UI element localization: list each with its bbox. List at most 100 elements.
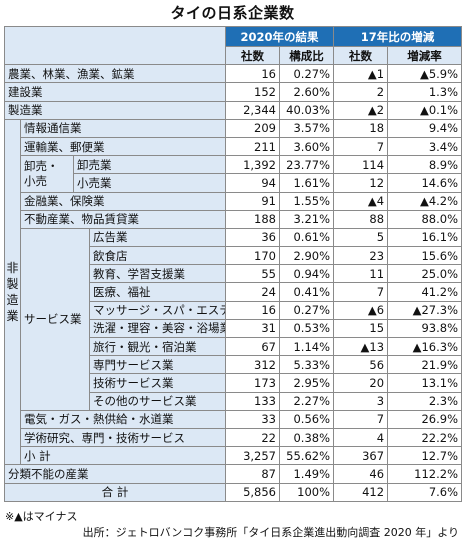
cell-count: 87 [225, 464, 280, 484]
cell-ratio: 2.60% [278, 82, 335, 102]
row-label: 卸売業 [73, 155, 226, 175]
cell-ratio: 0.53% [278, 318, 335, 339]
cell-diff: 18 [333, 118, 389, 138]
cell-ratio: 3.60% [278, 136, 335, 157]
cell-diff: ▲13 [333, 336, 389, 357]
cell-rate: 25.0% [387, 264, 463, 284]
cell-rate: ▲16.3% [387, 336, 463, 357]
cell-ratio: 0.61% [278, 227, 335, 248]
cell-rate: ▲0.1% [387, 100, 463, 120]
cell-diff: ▲1 [333, 64, 389, 84]
table-row: 運輸業、郵便業 211 3.60% 7 3.4% [5, 136, 463, 157]
group-service: サービス業 [20, 227, 90, 411]
table-row: 電気・ガス・熱供給・水道業 33 0.56% 7 26.9% [5, 409, 463, 429]
cell-rate: 7.6% [387, 482, 463, 502]
cell-diff: 7 [333, 136, 389, 157]
cell-count: 36 [225, 227, 280, 248]
group-trade: 卸売・ 小売 [20, 155, 74, 193]
cell-count: 94 [225, 173, 280, 193]
cell-count: 16 [225, 300, 280, 320]
cell-ratio: 0.27% [278, 300, 335, 320]
cell-diff: 4 [333, 427, 389, 448]
header-diff: 社数 [333, 45, 389, 66]
table-row: サービス業 広告業 36 0.61% 5 16.1% [5, 227, 463, 411]
table-row: 製造業 2,344 40.03% ▲2 ▲0.1% [4, 100, 463, 120]
cell-count: 91 [225, 191, 280, 211]
cell-count: 3,257 [225, 446, 280, 466]
cell-ratio: 0.41% [278, 282, 335, 302]
table-row: 建設業 152 2.60% 2 1.3% [4, 82, 463, 102]
cell-count: 55 [225, 264, 280, 284]
cell-rate: ▲4.2% [387, 191, 463, 211]
cell-count: 211 [225, 136, 280, 157]
cell-ratio: 3.21% [278, 209, 335, 229]
cell-diff: 20 [333, 373, 389, 393]
cell-count: 31 [225, 318, 280, 339]
cell-rate: 88.0% [387, 209, 463, 229]
cell-ratio: 0.38% [278, 427, 335, 448]
cell-count: 312 [225, 355, 280, 375]
cell-diff: 88 [333, 209, 389, 229]
cell-diff: 367 [333, 446, 389, 466]
cell-ratio: 1.49% [278, 464, 335, 484]
cell-count: 209 [225, 118, 280, 138]
cell-ratio: 100% [278, 482, 335, 502]
cell-ratio: 40.03% [278, 100, 335, 120]
cell-count: 16 [225, 64, 280, 84]
cell-rate: 21.9% [387, 355, 463, 375]
header-ratio: 構成比 [278, 45, 335, 66]
cell-diff: ▲4 [333, 191, 389, 211]
header-blank [4, 25, 226, 66]
row-label: 電気・ガス・熱供給・水道業 [20, 409, 226, 429]
table-row: 洗濯・理容・美容・浴場業 31 0.53% 15 93.8% [5, 318, 463, 339]
table-row: 医療、福祉 24 0.41% 7 41.2% [5, 282, 463, 302]
cell-ratio: 2.27% [278, 391, 335, 411]
row-label: 旅行・観光・宿泊業 [89, 336, 226, 357]
header-group-2020: 2020年の結果 [224, 26, 335, 47]
cell-diff: 12 [333, 173, 389, 193]
cell-count: 2,344 [225, 100, 280, 120]
cell-rate: 1.3% [387, 82, 463, 102]
cell-count: 170 [225, 246, 280, 266]
table-row: 卸売・ 小売 卸売業 1,392 23.77% 114 8.9% [5, 155, 463, 193]
table-row: 技術サービス業 173 2.95% 20 13.1% [5, 373, 463, 393]
cell-count: 24 [225, 282, 280, 302]
header-group-change: 17年比の増減 [333, 26, 463, 47]
row-label: 不動産業、物品賃貸業 [20, 209, 226, 229]
row-label: 飲食店 [89, 246, 226, 266]
cell-count: 22 [225, 427, 280, 448]
company-count-table: 2020年の結果 17年比の増減 社数 構成比 社数 増減率 農業、林業、漁業、… [4, 25, 463, 502]
cell-ratio: 1.55% [278, 191, 335, 211]
cell-count: 188 [225, 209, 280, 229]
row-label: マッサージ・スパ・エステ [89, 300, 226, 320]
cell-rate: 112.2% [387, 464, 463, 484]
cell-diff: 46 [333, 464, 389, 484]
row-label: 合 計 [4, 482, 226, 502]
cell-rate: 13.1% [387, 373, 463, 393]
table-row-total: 合 計 5,856 100% 412 7.6% [4, 482, 463, 502]
cell-diff: 11 [333, 264, 389, 284]
cell-rate: 3.4% [387, 136, 463, 157]
cell-rate: ▲5.9% [387, 64, 463, 84]
header-row-groups: 2020年の結果 17年比の増減 [4, 25, 463, 66]
row-label: 教育、学習支援業 [89, 264, 226, 284]
cell-rate: 9.4% [387, 118, 463, 138]
cell-ratio: 0.94% [278, 264, 335, 284]
row-label: 分類不能の産業 [4, 464, 226, 484]
cell-diff: 114 [333, 155, 389, 175]
row-label: 情報通信業 [20, 118, 226, 138]
cell-rate: 22.2% [387, 427, 463, 448]
cell-ratio: 5.33% [278, 355, 335, 375]
row-label: 技術サービス業 [89, 373, 226, 393]
cell-diff: 15 [333, 318, 389, 339]
cell-rate: 12.7% [387, 446, 463, 466]
cell-rate: 8.9% [387, 155, 463, 175]
source-note: 出所：ジェトロバンコク事務所「タイ日系企業進出動向調査 2020 年」より [82, 526, 459, 539]
row-label: 農業、林業、漁業、鉱業 [4, 64, 226, 84]
cell-rate: 14.6% [387, 173, 463, 193]
cell-count: 173 [225, 373, 280, 393]
cell-rate: 16.1% [387, 227, 463, 248]
table-row: 非製造業 情報通信業 209 3.57% 18 9.4% [4, 118, 463, 466]
table-row: 専門サービス業 312 5.33% 56 21.9% [5, 355, 463, 375]
